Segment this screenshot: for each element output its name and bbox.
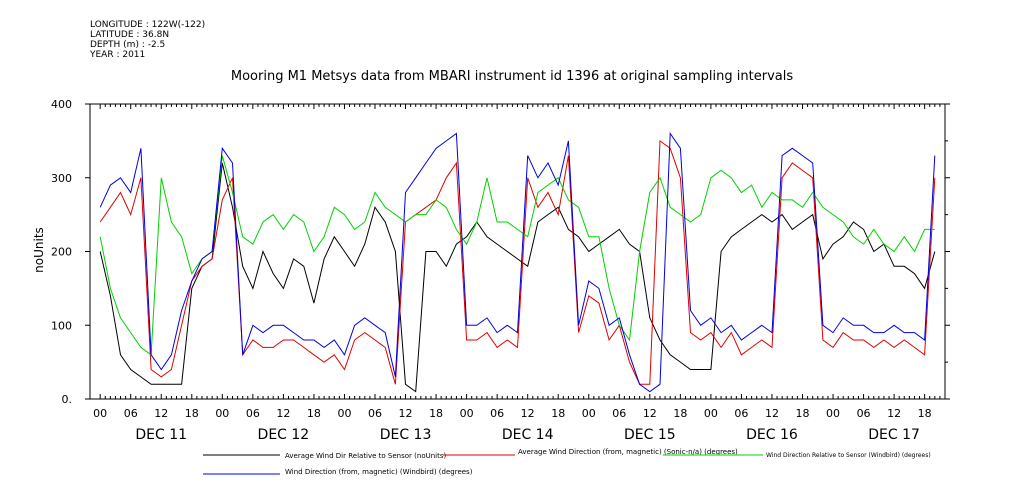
depth-label: DEPTH (m) : -2.5 <box>90 40 166 50</box>
x-tick-label: 06 <box>612 407 626 420</box>
legend-label-1: Average Wind Dir Relative to Sensor (noU… <box>285 452 446 460</box>
y-tick-label: 300 <box>51 172 72 185</box>
day-label: DEC 16 <box>746 427 798 443</box>
x-tick-label: 12 <box>399 407 413 420</box>
x-tick-label: 00 <box>582 407 596 420</box>
legend-label-3: Wind Direction Relative to Sensor (Windb… <box>766 452 931 459</box>
x-tick-label: 18 <box>673 407 687 420</box>
legend: Average Wind Dir Relative to Sensor (noU… <box>203 448 931 476</box>
y-axis-ticks: 0. 100 200 300 400 <box>51 98 950 406</box>
day-label: DEC 17 <box>868 427 920 443</box>
x-tick-label: 12 <box>521 407 535 420</box>
y-tick-label: 100 <box>51 319 72 332</box>
x-tick-label: 00 <box>215 407 229 420</box>
x-tick-label: 06 <box>124 407 138 420</box>
day-label: DEC 14 <box>502 427 554 443</box>
x-tick-label: 12 <box>154 407 168 420</box>
series-line-windbird-rel <box>99 155 935 356</box>
x-tick-label: 06 <box>857 407 871 420</box>
longitude-label: LONGITUDE : 122W(-122) <box>90 20 206 30</box>
series-line-avg-rel <box>99 162 936 393</box>
day-label: DEC 11 <box>135 427 187 443</box>
x-tick-label: 12 <box>276 407 290 420</box>
x-tick-label: 18 <box>918 407 932 420</box>
x-tick-label: 00 <box>704 407 718 420</box>
year-label: YEAR : 2011 <box>90 50 146 60</box>
x-tick-label: 12 <box>887 407 901 420</box>
x-tick-label: 00 <box>337 407 351 420</box>
y-tick-label: 200 <box>51 246 72 259</box>
y-tick-label: 400 <box>51 98 72 111</box>
day-label: DEC 15 <box>624 427 676 443</box>
x-tick-label: 00 <box>93 407 107 420</box>
chart-title: Mooring M1 Metsys data from MBARI instru… <box>231 69 793 84</box>
x-tick-label: 18 <box>185 407 199 420</box>
x-tick-label: 12 <box>765 407 779 420</box>
latitude-label: LATITUDE : 36.8N <box>90 30 170 40</box>
x-tick-label: 18 <box>429 407 443 420</box>
legend-label-2: Average Wind Direction (from, magnetic) … <box>518 448 738 456</box>
day-label: DEC 13 <box>380 427 432 443</box>
x-tick-label: 06 <box>734 407 748 420</box>
series-line-windbird-from <box>99 131 936 393</box>
x-tick-label: 06 <box>490 407 504 420</box>
plot-frame <box>89 103 946 400</box>
x-tick-label: 18 <box>551 407 565 420</box>
x-tick-label: 06 <box>246 407 260 420</box>
series-lines <box>99 131 936 393</box>
day-label: DEC 12 <box>258 427 310 443</box>
x-tick-label: 18 <box>796 407 810 420</box>
x-tick-label: 00 <box>460 407 474 420</box>
x-axis-ticks: 00 06 12 18 00 06 12 18 00 06 12 18 00 06 12 18 00 06 12 18… <box>93 104 941 443</box>
x-tick-label: 12 <box>643 407 657 420</box>
y-axis-label: noUnits <box>32 227 46 273</box>
metadata-block: LONGITUDE : 122W(-122) LATITUDE : 36.8N … <box>90 20 205 60</box>
y-tick-label: 0. <box>62 393 73 406</box>
x-tick-label: 18 <box>307 407 321 420</box>
x-tick-label: 06 <box>368 407 382 420</box>
legend-label-4: Wind Direction (from, magnetic) (Windbir… <box>285 468 473 476</box>
x-tick-label: 00 <box>826 407 840 420</box>
